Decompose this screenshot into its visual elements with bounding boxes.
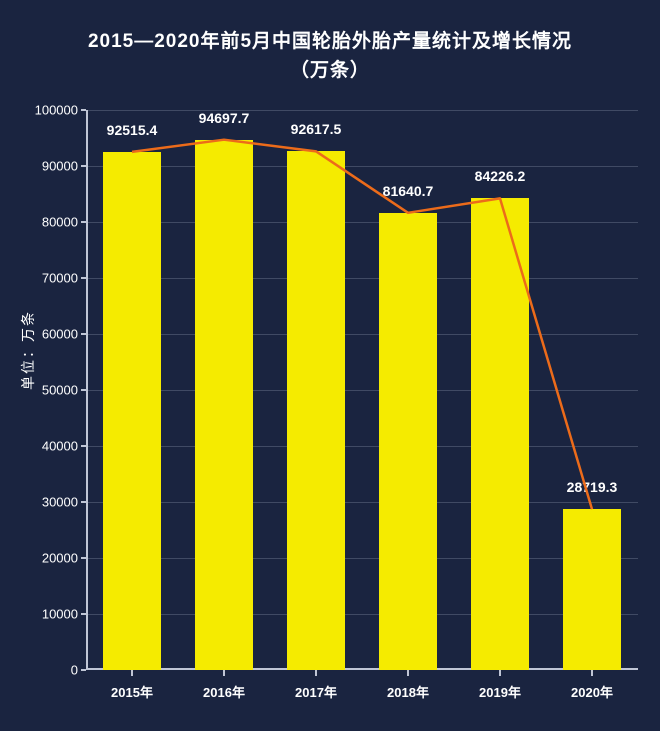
- bar-value-label: 92617.5: [291, 121, 342, 137]
- x-category-label: 2016年: [203, 682, 245, 701]
- y-tick-label: 80000: [42, 215, 86, 230]
- x-category-label: 2018年: [387, 682, 429, 701]
- x-tick-mark: [407, 670, 409, 676]
- bar-slot: 81640.7: [379, 110, 436, 670]
- bar: 92617.5: [287, 151, 344, 670]
- bar: 92515.4: [103, 152, 160, 670]
- bar: 84226.2: [471, 198, 528, 670]
- bar-slot: 94697.7: [195, 110, 252, 670]
- y-tick-label: 50000: [42, 383, 86, 398]
- y-tick-label: 10000: [42, 607, 86, 622]
- bars-layer: 92515.42015年94697.72016年92617.52017年8164…: [86, 110, 638, 670]
- bar-value-label: 84226.2: [475, 168, 526, 184]
- x-category-label: 2015年: [111, 682, 153, 701]
- x-category-label: 2019年: [479, 682, 521, 701]
- x-tick-mark: [315, 670, 317, 676]
- chart-title-line1: 2015—2020年前5月中国轮胎外胎产量统计及增长情况: [40, 28, 620, 57]
- y-tick-label: 0: [71, 663, 86, 678]
- bar-slot: 92617.5: [287, 110, 344, 670]
- y-tick-label: 100000: [35, 103, 86, 118]
- x-category-label: 2020年: [571, 682, 613, 701]
- x-tick-mark: [223, 670, 225, 676]
- y-tick-label: 40000: [42, 439, 86, 454]
- bar-value-label: 28719.3: [567, 479, 618, 495]
- bar-value-label: 94697.7: [199, 110, 250, 126]
- chart-area: 单位：万条 0100002000030000400005000060000700…: [24, 110, 644, 710]
- bar-slot: 28719.3: [563, 110, 620, 670]
- y-tick-label: 60000: [42, 327, 86, 342]
- bar: 28719.3: [563, 509, 620, 670]
- y-tick-label: 90000: [42, 159, 86, 174]
- x-tick-mark: [131, 670, 133, 676]
- y-tick-label: 20000: [42, 551, 86, 566]
- x-category-label: 2017年: [295, 682, 337, 701]
- chart-title-line2: （万条）: [40, 57, 620, 86]
- bar-slot: 84226.2: [471, 110, 528, 670]
- y-tick-label: 30000: [42, 495, 86, 510]
- bar-value-label: 92515.4: [107, 122, 158, 138]
- x-tick-mark: [499, 670, 501, 676]
- bar-value-label: 81640.7: [383, 183, 434, 199]
- bar-slot: 92515.4: [103, 110, 160, 670]
- plot-area: 0100002000030000400005000060000700008000…: [86, 110, 638, 670]
- y-tick-label: 70000: [42, 271, 86, 286]
- chart-title: 2015—2020年前5月中国轮胎外胎产量统计及增长情况 （万条）: [0, 0, 660, 93]
- bar: 94697.7: [195, 140, 252, 670]
- x-tick-mark: [591, 670, 593, 676]
- y-axis-label: 单位：万条: [18, 310, 38, 390]
- bar: 81640.7: [379, 213, 436, 670]
